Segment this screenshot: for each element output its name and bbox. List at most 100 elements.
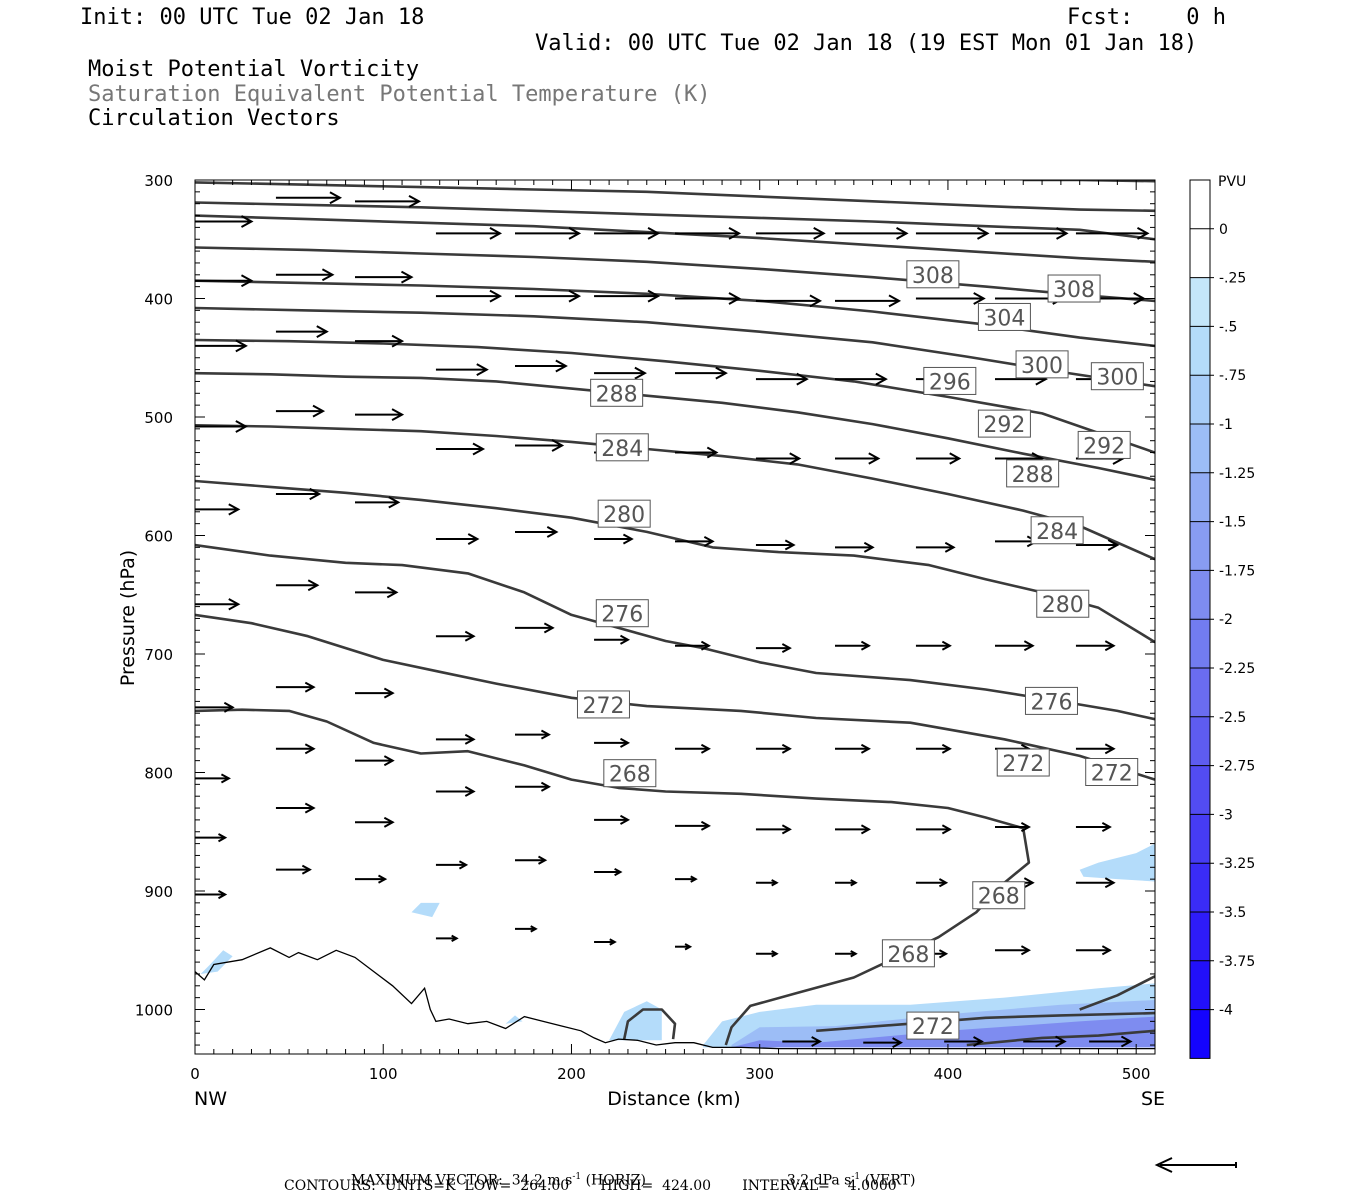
circulation-vectors (195, 191, 1150, 1049)
colorbar-unit: PVU (1218, 174, 1246, 190)
contour-312-15 (195, 201, 1155, 241)
vector-c8-r5 (835, 640, 871, 651)
field-title-theta-es: Saturation Equivalent Potential Temperat… (88, 82, 711, 107)
vector-c11-r8 (1075, 877, 1116, 889)
vector-sfc-0 (782, 1036, 823, 1047)
contour-296-11 (195, 306, 1155, 388)
vector-c9-r5 (915, 640, 952, 651)
x-endpoint-right: SE (1141, 1088, 1165, 1110)
vector-c6-r5 (675, 640, 711, 651)
reference-vector-arrow (1154, 1157, 1237, 1173)
vector-c0-r5 (195, 598, 241, 611)
contour-label-5: 296 (923, 366, 977, 395)
vector-c11-r7 (1075, 822, 1112, 832)
max-vector-line: MAXIMUM VECTOR: 34.2 m s-1 (HORIZ) (342, 1159, 646, 1188)
vector-c0-r9 (195, 890, 228, 900)
y-tick-label: 800 (144, 765, 173, 783)
colorbar-swatch-17 (1190, 1009, 1210, 1059)
colorbar-swatch-2 (1190, 277, 1210, 327)
x-tick-label: 0 (190, 1065, 200, 1083)
vector-c7-r5 (755, 643, 792, 654)
vector-c1-r9 (275, 864, 312, 875)
colorbar: 0 -.25 -.5 -.75 -1 -1.25 -1.5 -1.75 -2 -2.25 -2.5 -… (1189, 179, 1255, 1059)
vector-c0-r0 (195, 215, 254, 228)
init-time: Init: 00 UTC Tue 02 Jan 18 (80, 5, 425, 30)
vector-c7-r8 (755, 879, 779, 887)
contour-272-0 (195, 708, 1031, 1046)
colorbar-swatch-13 (1190, 814, 1210, 864)
vector-c4-r8 (515, 855, 548, 865)
vector-c10-r5 (995, 640, 1035, 652)
vector-c4-r4 (515, 526, 559, 538)
vector-c0-r8 (195, 833, 228, 843)
x-tick-label: 300 (745, 1065, 774, 1083)
colorbar-label: -2.25 (1219, 661, 1255, 677)
vector-c8-r0 (835, 226, 909, 240)
vector-c9-r8 (915, 878, 949, 888)
vector-c3-r6 (435, 733, 476, 745)
colorbar-label: -3 (1219, 807, 1233, 823)
vector-c3-r3 (435, 442, 486, 456)
contour-label-text: 300 (1021, 354, 1063, 379)
contour-label-10: 288 (1006, 459, 1060, 488)
vector-c1-r1 (275, 268, 335, 282)
contours-info: CONTOURS: UNITS=K LOW= 264.00 HIGH= 424.… (284, 1178, 897, 1194)
y-axis-label: Pressure (hPa) (117, 550, 139, 686)
contour-label-3: 300 (1015, 350, 1069, 379)
contour-label-text: 308 (912, 264, 954, 289)
colorbar-label: -.25 (1219, 271, 1246, 287)
vector-c3-r9 (435, 934, 459, 943)
contour-272-4 (1079, 975, 1155, 1011)
vector-c7-r9 (755, 950, 779, 958)
terrain-line (195, 947, 1155, 1050)
vector-c0-r7 (195, 773, 231, 784)
contour-label-12: 284 (1030, 516, 1084, 545)
colorbar-swatch-15 (1190, 912, 1210, 961)
colorbar-swatch-1 (1190, 228, 1210, 278)
vector-c8-r4 (835, 541, 875, 553)
vector-c7-r0 (755, 226, 826, 240)
colorbar-swatch-5 (1190, 424, 1210, 473)
vector-sfc-4 (1089, 1035, 1133, 1048)
vector-c3-r4 (435, 533, 480, 545)
contour-label-text: 276 (601, 603, 643, 628)
colorbar-label: -4 (1219, 1003, 1233, 1019)
vector-c1-r7 (275, 743, 316, 755)
vector-sfc-2 (944, 1036, 984, 1047)
contour-label-text: 304 (983, 306, 1025, 331)
contour-label-text: 268 (609, 763, 651, 788)
contour-label-18: 272 (1085, 758, 1139, 787)
vector-c5-r1 (594, 289, 661, 303)
vector-c7-r7 (755, 824, 792, 835)
colorbar-label: -2.75 (1219, 759, 1255, 775)
contour-label-20: 268 (972, 881, 1026, 910)
vector-c0-r6 (195, 701, 235, 713)
colorbar-swatch-8 (1190, 570, 1210, 620)
colorbar-swatch-10 (1190, 668, 1210, 717)
vector-c4-r5 (515, 622, 555, 634)
field-title-pv: Moist Potential Vorticity (88, 57, 420, 82)
contour-label-text: 268 (978, 885, 1020, 910)
y-tick-label: 600 (144, 528, 173, 546)
contour-label-16: 272 (576, 690, 630, 719)
forecast-hour: Fcst: 0 h (1067, 5, 1226, 30)
terrain-surface (195, 947, 1155, 1050)
colorbar-swatch-7 (1190, 521, 1210, 571)
vector-c4-r9 (515, 925, 538, 933)
pv-region-5 (200, 950, 233, 974)
colorbar-label: -2.5 (1219, 710, 1246, 726)
vector-c4-r7 (515, 781, 551, 792)
colorbar-label: -1.25 (1219, 466, 1255, 482)
vector-sfc-3 (1023, 1035, 1067, 1048)
horiz-superscript: -1 (572, 1172, 582, 1182)
vert-unit: (VERT) (864, 1172, 916, 1189)
contour-label-text: 292 (983, 413, 1025, 438)
vector-c5-r7 (594, 814, 631, 825)
contour-label-14: 276 (595, 599, 649, 628)
contour-label-13: 280 (1036, 589, 1090, 618)
contour-label-text: 280 (1042, 593, 1084, 618)
vector-c2-r8 (355, 816, 395, 828)
vector-c10-r0 (995, 226, 1069, 240)
contour-label-text: 300 (1096, 366, 1138, 391)
vector-c9-r4 (915, 541, 956, 553)
